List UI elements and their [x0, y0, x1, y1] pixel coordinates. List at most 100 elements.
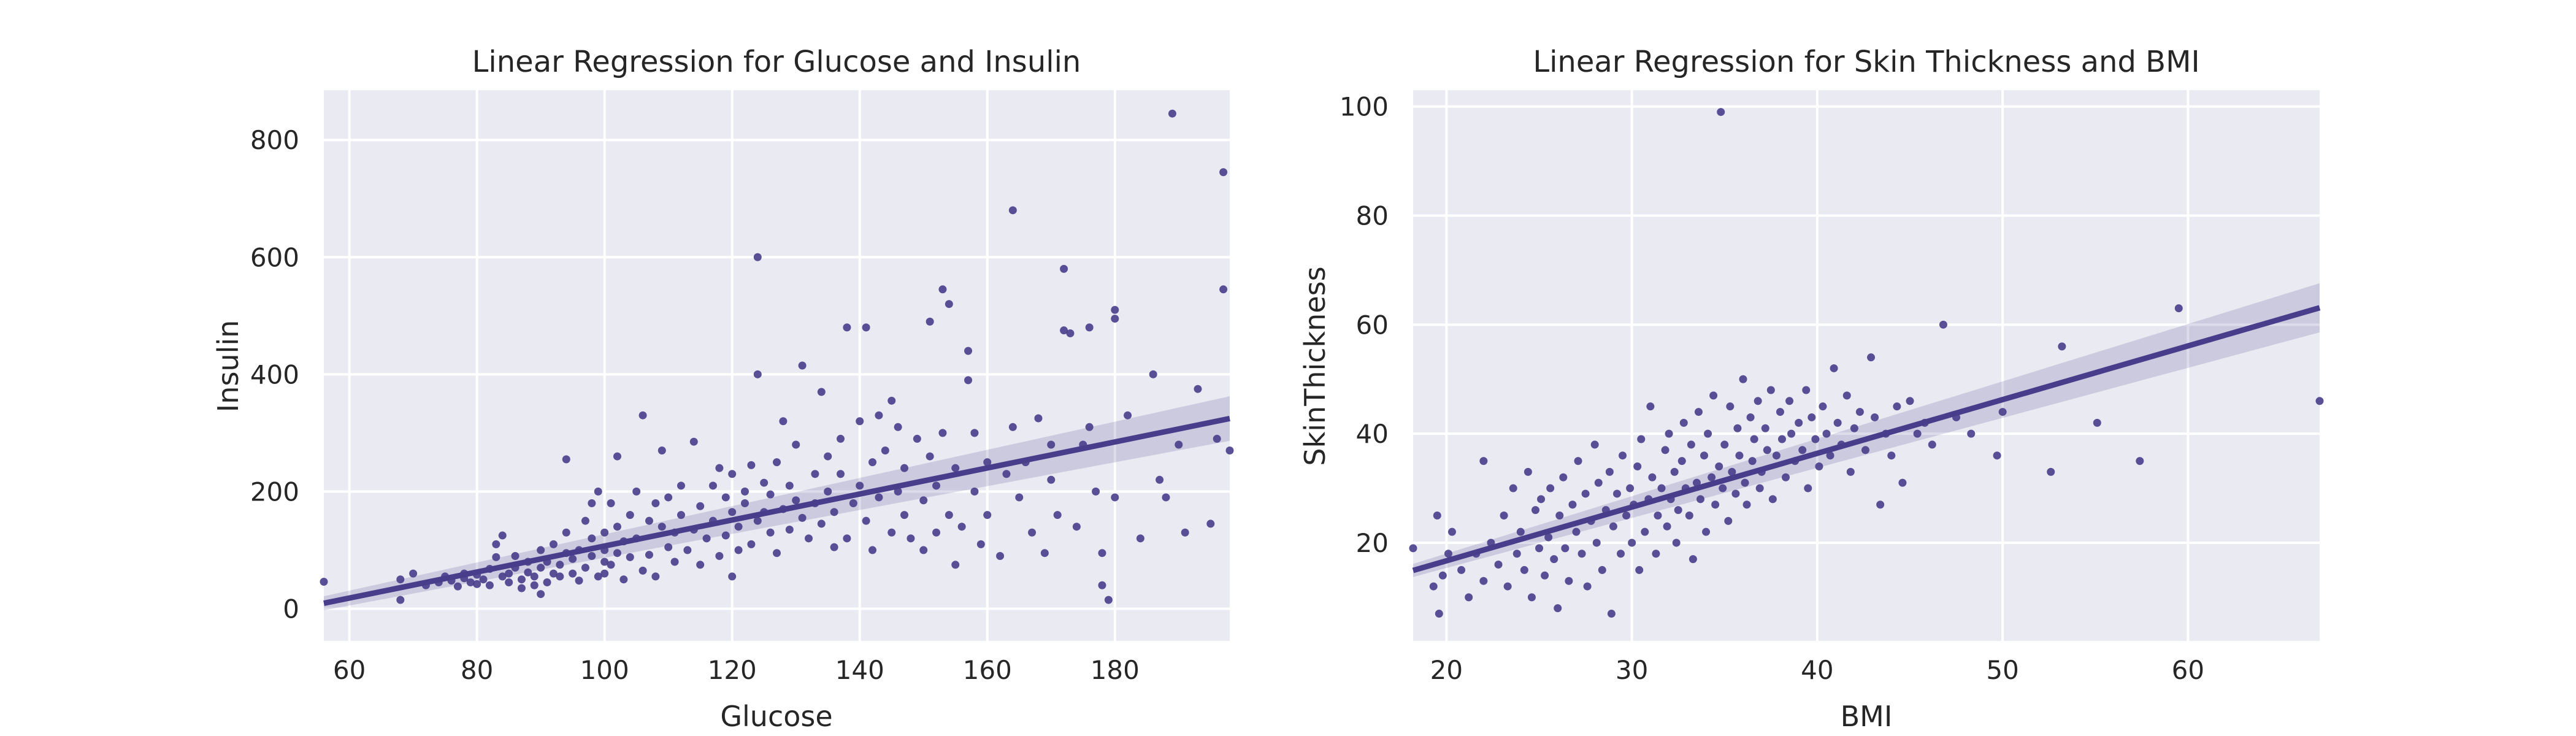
data-point	[1479, 577, 1488, 585]
data-point	[773, 458, 781, 467]
data-point	[1670, 467, 1679, 476]
data-point	[1898, 478, 1907, 487]
data-point	[926, 452, 934, 461]
data-point	[1612, 489, 1621, 498]
y-axis-label: Insulin	[212, 320, 245, 413]
x-tick-label: 60	[2172, 655, 2204, 685]
data-point	[626, 553, 634, 561]
data-point	[600, 558, 609, 566]
data-point	[677, 511, 685, 519]
data-point	[721, 493, 730, 502]
data-point	[537, 564, 545, 572]
data-point	[1748, 457, 1757, 466]
data-point	[740, 499, 749, 507]
data-point	[1700, 451, 1709, 460]
data-point	[1755, 484, 1764, 493]
data-point	[1098, 549, 1106, 558]
data-point	[1072, 523, 1081, 531]
y-tick-label: 20	[1356, 528, 1389, 558]
data-point	[1776, 408, 1784, 416]
data-point	[505, 569, 513, 578]
scatter-points	[320, 109, 1234, 604]
chart-skinthickness-bmi: 20 30 40 50 60 20 40 60 80 100 Linear Regression…	[1298, 45, 2324, 733]
data-point	[1527, 593, 1536, 602]
x-tick-labels: 20 30 40 50 60	[1430, 655, 2204, 685]
data-point	[1742, 500, 1751, 509]
data-point	[569, 554, 577, 563]
data-point	[1822, 429, 1831, 438]
data-point	[588, 499, 596, 507]
data-point	[2174, 304, 2183, 313]
data-point	[549, 569, 558, 578]
x-tick-label: 50	[1986, 655, 2018, 685]
data-point	[2093, 418, 2101, 427]
x-tick-label: 180	[1091, 655, 1140, 685]
data-point	[651, 572, 660, 581]
data-point	[498, 572, 507, 581]
data-point	[1906, 397, 1914, 405]
plot-area	[324, 90, 1230, 641]
regression-line-stroke	[1412, 305, 2321, 573]
data-point	[1648, 473, 1657, 481]
data-point	[1777, 435, 1786, 443]
data-point	[1520, 565, 1528, 574]
data-point	[740, 487, 749, 496]
regression-line	[323, 415, 1230, 606]
data-point	[1928, 440, 1936, 449]
data-point	[696, 502, 705, 510]
data-point	[1674, 506, 1682, 515]
data-point	[708, 481, 717, 490]
data-point	[1111, 493, 1119, 502]
data-point	[1766, 386, 1775, 394]
data-point	[1479, 457, 1488, 466]
data-point	[907, 534, 915, 543]
data-point	[1876, 500, 1885, 509]
data-point	[1034, 414, 1043, 423]
data-point	[1028, 528, 1037, 537]
data-point	[938, 285, 947, 294]
x-tick-label: 140	[835, 655, 884, 685]
data-point	[1711, 500, 1720, 509]
data-point	[1724, 516, 1733, 525]
data-point	[1085, 423, 1094, 431]
data-point	[1111, 315, 1119, 323]
data-point	[1719, 484, 1727, 493]
data-point	[1739, 375, 1747, 383]
data-point	[530, 572, 539, 581]
data-point	[824, 487, 832, 496]
data-point	[1750, 435, 1758, 443]
data-point	[1213, 434, 1221, 443]
data-point	[1861, 446, 1869, 454]
data-point	[1787, 429, 1796, 438]
data-point	[1939, 320, 1947, 329]
data-point	[1993, 451, 2001, 460]
data-point	[1672, 539, 1681, 547]
data-point	[1435, 610, 1443, 618]
y-tick-label: 0	[283, 594, 299, 624]
chart-glucose-insulin: 60 80 100 120 140 160 180 0 200 400 600 800 Linear…	[212, 45, 1234, 733]
data-point	[938, 429, 947, 437]
data-point	[409, 569, 418, 578]
data-point	[862, 516, 870, 525]
data-point	[957, 523, 966, 531]
data-point	[1637, 435, 1646, 443]
data-point	[734, 546, 743, 554]
data-point	[753, 253, 762, 261]
data-point	[664, 543, 673, 551]
data-point	[837, 470, 845, 478]
data-point	[970, 487, 979, 496]
data-point	[1509, 484, 1517, 493]
data-point	[1811, 435, 1820, 443]
data-point	[747, 461, 756, 469]
data-point	[1015, 493, 1024, 502]
data-point	[1609, 522, 1617, 531]
data-point	[1092, 487, 1100, 496]
x-tick-label: 80	[461, 655, 493, 685]
data-point	[1541, 571, 1549, 580]
data-point	[932, 481, 941, 490]
data-point	[498, 531, 507, 540]
data-point	[1867, 353, 1876, 362]
data-point	[766, 490, 775, 499]
data-point	[1565, 577, 1573, 585]
data-point	[773, 549, 781, 558]
